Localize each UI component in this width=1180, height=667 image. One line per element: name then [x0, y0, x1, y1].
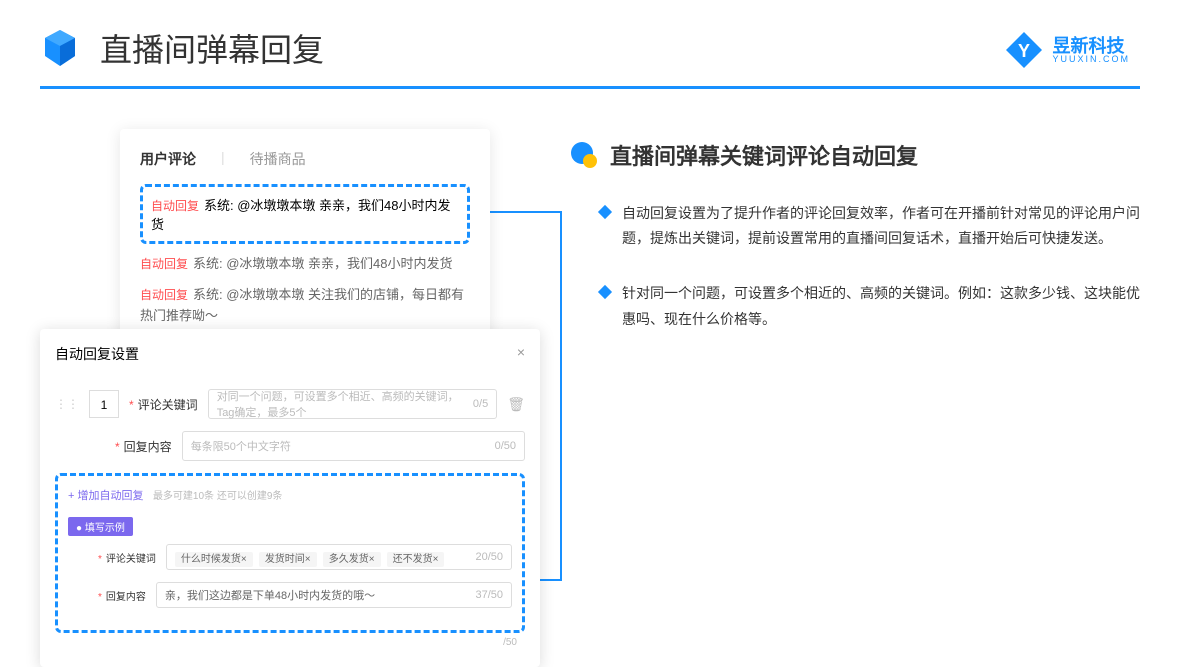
example-section: + 增加自动回复 最多可建10条 还可以创建9条 ● 填写示例 *评论关键词 什…	[55, 473, 525, 633]
screenshot-area: 用户评论 | 待播商品 自动回复系统: @冰墩墩本墩 亲亲，我们48小时内发货 …	[40, 129, 540, 609]
tab-divider: |	[221, 149, 225, 169]
description-area: 直播间弹幕关键词评论自动回复 自动回复设置为了提升作者的评论回复效率，作者可在开…	[570, 129, 1140, 609]
auto-reply-tag: 自动回复	[140, 288, 188, 302]
keyword-input[interactable]: 对同一个问题，可设置多个相近、高频的关键词，Tag确定，最多5个 0/5	[208, 389, 498, 419]
tag[interactable]: 什么时候发货×	[175, 552, 253, 567]
section-title: 直播间弹幕关键词评论自动回复	[610, 139, 918, 171]
page-header: 直播间弹幕回复	[0, 0, 1180, 86]
comment-text: 系统: @冰墩墩本墩 关注我们的店铺，每日都有热门推荐呦～	[140, 287, 464, 323]
brand-logo: Y 昱新科技 YUUXIN.COM	[1004, 30, 1130, 70]
bullet-point: 针对同一个问题，可设置多个相近的、高频的关键词。例如：这款多少钱、这块能优惠吗、…	[570, 281, 1140, 331]
example-badge: ● 填写示例	[68, 517, 133, 536]
point-text: 针对同一个问题，可设置多个相近的、高频的关键词。例如：这款多少钱、这块能优惠吗、…	[622, 281, 1140, 331]
settings-panel: 自动回复设置 × ⋮⋮ 1 *评论关键词 对同一个问题，可设置多个相近、高频的关…	[40, 329, 540, 667]
highlighted-comment: 自动回复系统: @冰墩墩本墩 亲亲，我们48小时内发货	[140, 184, 470, 244]
add-hint: 最多可建10条 还可以创建9条	[153, 491, 282, 502]
ex-keyword-label: 评论关键词	[106, 554, 156, 565]
point-text: 自动回复设置为了提升作者的评论回复效率，作者可在开播前针对常见的评论用户问题，提…	[622, 201, 1140, 251]
cube-icon	[40, 28, 80, 68]
auto-reply-tag: 自动回复	[151, 199, 199, 213]
content-input[interactable]: 每条限50个中文字符 0/50	[182, 431, 525, 461]
svg-text:Y: Y	[1018, 41, 1030, 61]
tab-comments[interactable]: 用户评论	[140, 149, 196, 169]
auto-reply-tag: 自动回复	[140, 257, 188, 271]
bullet-point: 自动回复设置为了提升作者的评论回复效率，作者可在开播前针对常见的评论用户问题，提…	[570, 201, 1140, 251]
ex-content-input[interactable]: 亲，我们这边都是下单48小时内发货的哦～ 37/50	[156, 582, 512, 608]
settings-title: 自动回复设置	[55, 344, 139, 364]
footer-counter: /50	[503, 637, 517, 648]
content-label: 回复内容	[124, 440, 172, 454]
drag-icon[interactable]: ⋮⋮	[55, 397, 79, 411]
tag[interactable]: 还不发货×	[387, 552, 445, 567]
tag[interactable]: 多久发货×	[323, 552, 381, 567]
comment-text: 系统: @冰墩墩本墩 亲亲，我们48小时内发货	[193, 256, 453, 271]
index-box: 1	[89, 390, 119, 418]
add-reply-link[interactable]: + 增加自动回复	[68, 487, 143, 503]
diamond-icon	[598, 285, 612, 299]
close-icon[interactable]: ×	[517, 344, 525, 364]
ex-keyword-input[interactable]: 什么时候发货× 发货时间× 多久发货× 还不发货× 20/50	[166, 544, 512, 570]
ex-content-label: 回复内容	[106, 592, 146, 603]
comment-item: 自动回复系统: @冰墩墩本墩 亲亲，我们48小时内发货	[140, 254, 470, 275]
diamond-icon	[598, 205, 612, 219]
logo-text-en: YUUXIN.COM	[1052, 55, 1130, 64]
logo-icon: Y	[1004, 30, 1044, 70]
comments-panel: 用户评论 | 待播商品 自动回复系统: @冰墩墩本墩 亲亲，我们48小时内发货 …	[120, 129, 490, 356]
tab-products[interactable]: 待播商品	[250, 149, 306, 169]
delete-icon[interactable]: 🗑	[507, 396, 525, 413]
logo-text-cn: 昱新科技	[1052, 37, 1130, 55]
comment-item: 自动回复系统: @冰墩墩本墩 关注我们的店铺，每日都有热门推荐呦～	[140, 285, 470, 327]
message-icon	[570, 141, 598, 169]
tag[interactable]: 发货时间×	[259, 552, 317, 567]
keyword-label: 评论关键词	[138, 398, 198, 412]
page-title: 直播间弹幕回复	[100, 25, 324, 71]
